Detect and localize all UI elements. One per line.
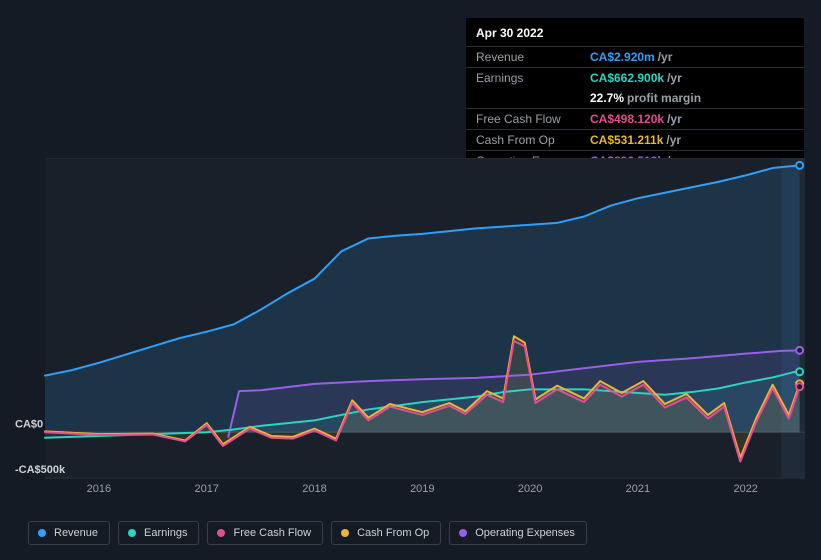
tooltip-row-unit: /yr xyxy=(666,133,681,147)
chart-tooltip: Apr 30 2022 RevenueCA$2.920m/yrEarningsC… xyxy=(466,18,804,171)
svg-text:2022: 2022 xyxy=(733,483,757,495)
legend-item[interactable]: Free Cash Flow xyxy=(207,521,323,545)
tooltip-row: Free Cash FlowCA$498.120k/yr xyxy=(466,108,804,129)
legend-item[interactable]: Operating Expenses xyxy=(449,521,587,545)
chart-legend: Revenue Earnings Free Cash Flow Cash From O… xyxy=(28,521,587,545)
svg-text:2018: 2018 xyxy=(302,483,326,495)
svg-text:2016: 2016 xyxy=(87,483,111,495)
svg-text:2017: 2017 xyxy=(194,483,218,495)
tooltip-row-value: CA$498.120k/yr xyxy=(590,112,682,126)
legend-item[interactable]: Cash From Op xyxy=(331,521,441,545)
tooltip-row-unit: profit margin xyxy=(627,91,701,105)
tooltip-row-label: Revenue xyxy=(476,50,590,64)
tooltip-row-value: CA$531.211k/yr xyxy=(590,133,681,147)
tooltip-row-value: 22.7%profit margin xyxy=(590,91,701,105)
tooltip-row: RevenueCA$2.920m/yr xyxy=(466,46,804,67)
tooltip-row: Cash From OpCA$531.211k/yr xyxy=(466,129,804,150)
tooltip-row-value: CA$662.900k/yr xyxy=(590,71,682,85)
tooltip-row-label: Cash From Op xyxy=(476,133,590,147)
financials-chart[interactable]: CA$3mCA$0-CA$500k20162017201820192020202… xyxy=(15,158,805,518)
tooltip-row: EarningsCA$662.900k/yr xyxy=(466,67,804,88)
svg-text:2021: 2021 xyxy=(626,483,650,495)
tooltip-row-label xyxy=(476,91,590,105)
tooltip-row-unit: /yr xyxy=(667,71,682,85)
tooltip-row-unit: /yr xyxy=(658,50,673,64)
tooltip-date: Apr 30 2022 xyxy=(466,18,804,46)
legend-label: Cash From Op xyxy=(357,527,429,539)
tooltip-row-label: Free Cash Flow xyxy=(476,112,590,126)
tooltip-row-label: Earnings xyxy=(476,71,590,85)
svg-text:CA$0: CA$0 xyxy=(15,418,43,430)
legend-item[interactable]: Revenue xyxy=(28,521,110,545)
legend-label: Free Cash Flow xyxy=(233,527,311,539)
legend-label: Earnings xyxy=(144,527,187,539)
svg-text:2020: 2020 xyxy=(518,483,542,495)
svg-text:2019: 2019 xyxy=(410,483,434,495)
legend-dot-icon xyxy=(459,529,467,537)
legend-dot-icon xyxy=(341,529,349,537)
legend-dot-icon xyxy=(38,529,46,537)
tooltip-row-unit: /yr xyxy=(667,112,682,126)
legend-dot-icon xyxy=(217,529,225,537)
legend-label: Revenue xyxy=(54,527,98,539)
legend-item[interactable]: Earnings xyxy=(118,521,199,545)
tooltip-row-value: CA$2.920m/yr xyxy=(590,50,672,64)
svg-text:-CA$500k: -CA$500k xyxy=(15,464,66,476)
legend-label: Operating Expenses xyxy=(475,527,575,539)
legend-dot-icon xyxy=(128,529,136,537)
tooltip-row: 22.7%profit margin xyxy=(466,88,804,108)
